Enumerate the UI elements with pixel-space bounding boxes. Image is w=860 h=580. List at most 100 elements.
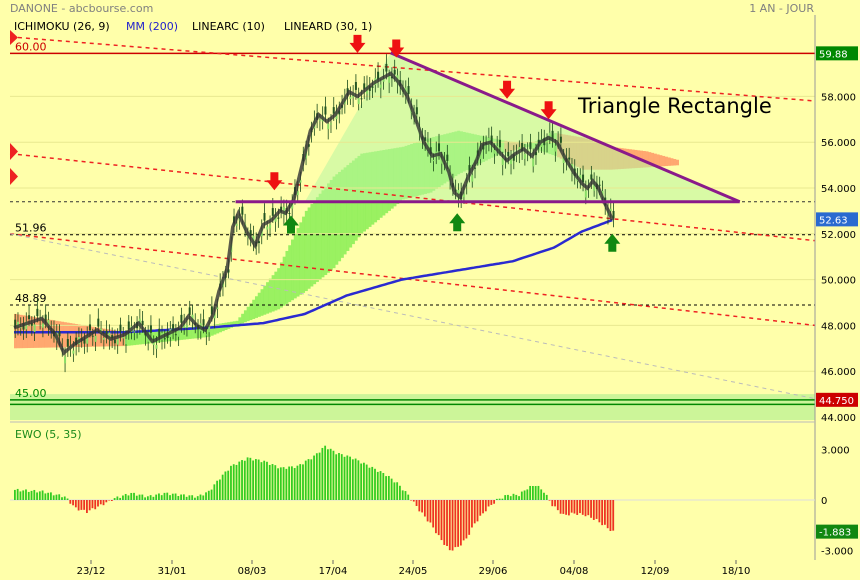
cloud-slice <box>138 331 142 345</box>
x-tick-label: 08/03 <box>238 566 267 577</box>
candle-body <box>269 224 272 229</box>
ewo-bar <box>288 466 291 500</box>
ewo-bar <box>570 500 573 513</box>
sell-arrow <box>499 80 516 99</box>
ewo-bar <box>595 500 598 519</box>
ewo-bar <box>149 495 152 500</box>
cloud-slice <box>307 207 311 289</box>
candle-body <box>91 335 94 337</box>
ewo-bar <box>166 492 169 500</box>
ewo-bar <box>459 500 462 546</box>
regression-channel <box>9 36 816 102</box>
y-tick-label: 48.000 <box>821 321 856 332</box>
ewo-bar <box>243 460 246 500</box>
cloud-slice <box>243 310 247 323</box>
ewo-bar <box>606 500 609 529</box>
candle-body <box>468 165 471 173</box>
candle-body <box>94 335 97 342</box>
candle-body <box>122 337 125 339</box>
candle-body <box>28 315 31 320</box>
ewo-bar <box>518 496 520 500</box>
cloud-slice <box>61 321 65 348</box>
candle-body <box>551 130 554 139</box>
buy-arrow <box>604 233 621 252</box>
candle-body <box>288 212 291 214</box>
cloud-slice <box>343 167 347 255</box>
candle-body <box>210 306 213 315</box>
ewo-bar <box>592 500 595 520</box>
cloud-slice <box>329 179 333 271</box>
ewo-bar <box>501 498 504 500</box>
ewo-bar <box>390 478 393 500</box>
level-label: 60.00 <box>15 40 47 53</box>
candle-body <box>415 107 418 115</box>
candle-body <box>338 110 341 115</box>
cloud-slice <box>282 256 286 306</box>
ewo-bar <box>404 491 407 500</box>
chart-title: DANONE - abcbourse.com <box>10 2 154 15</box>
candle-body <box>554 145 557 152</box>
ewo-bar <box>418 500 421 512</box>
ewo-bar <box>199 494 202 500</box>
candle-body <box>97 318 100 327</box>
ewo-bar <box>77 500 80 511</box>
ewo-bar <box>91 500 94 509</box>
x-tick-label: 29/06 <box>479 566 508 577</box>
indicator-lineard: LINEARD (30, 1) <box>284 20 373 33</box>
ewo-bar <box>407 494 410 500</box>
candle-body <box>149 325 152 333</box>
ewo-bar <box>576 500 579 515</box>
ewo-bar <box>185 496 188 500</box>
ewo-bar <box>598 500 601 523</box>
ewo-value-box <box>816 524 858 539</box>
triangle-resistance <box>390 51 741 204</box>
ewo-bar <box>110 500 113 501</box>
candle-body <box>393 69 396 75</box>
candle-body <box>213 313 216 319</box>
pattern-annotation: Triangle Rectangle <box>577 94 772 118</box>
ewo-bar <box>108 500 110 501</box>
ewo-bar <box>360 463 363 500</box>
candle-body <box>235 224 238 226</box>
triangle-area <box>304 52 740 202</box>
ewo-bar <box>257 459 260 500</box>
cloud-slice <box>279 262 283 308</box>
ewo-bar <box>19 491 22 500</box>
candle-body <box>102 337 105 340</box>
candle-body <box>33 324 36 332</box>
ewo-bar <box>565 500 568 515</box>
ewo-bar <box>587 500 590 516</box>
ewo-label: EWO (5, 35) <box>15 428 82 441</box>
ewo-bars <box>14 445 615 551</box>
ewo-bar <box>515 494 518 500</box>
price-box-label: 52.63 <box>819 215 848 226</box>
ewo-bar <box>412 500 415 502</box>
ewo-bar <box>27 491 30 500</box>
indicator-linearc: LINEARC (10) <box>192 20 265 33</box>
cloud-slice <box>180 327 184 340</box>
ewo-bar <box>279 467 282 500</box>
cloud-slice <box>254 296 258 318</box>
cloud-slice <box>246 306 250 322</box>
price-box-label: 44.750 <box>819 396 854 407</box>
cloud-slice <box>238 317 242 325</box>
cloud-slice <box>659 155 663 167</box>
price-box-label: 59.88 <box>819 49 848 60</box>
ewo-bar <box>462 500 465 541</box>
ewo-bar <box>446 500 448 547</box>
candle-body <box>202 319 205 326</box>
ewo-bar <box>138 494 141 500</box>
cloud-slice <box>216 324 220 334</box>
candle-body <box>507 151 510 157</box>
channel-marker <box>10 168 18 185</box>
ewo-bar <box>252 460 255 500</box>
ewo-bar <box>307 459 310 500</box>
ewo-bar <box>526 489 529 500</box>
ewo-bar <box>520 491 523 500</box>
ewo-bar <box>194 497 196 500</box>
cloud-slice <box>285 250 289 304</box>
ewo-bar <box>50 492 52 500</box>
ewo-bar <box>205 492 207 500</box>
ewo-bar <box>88 500 91 511</box>
